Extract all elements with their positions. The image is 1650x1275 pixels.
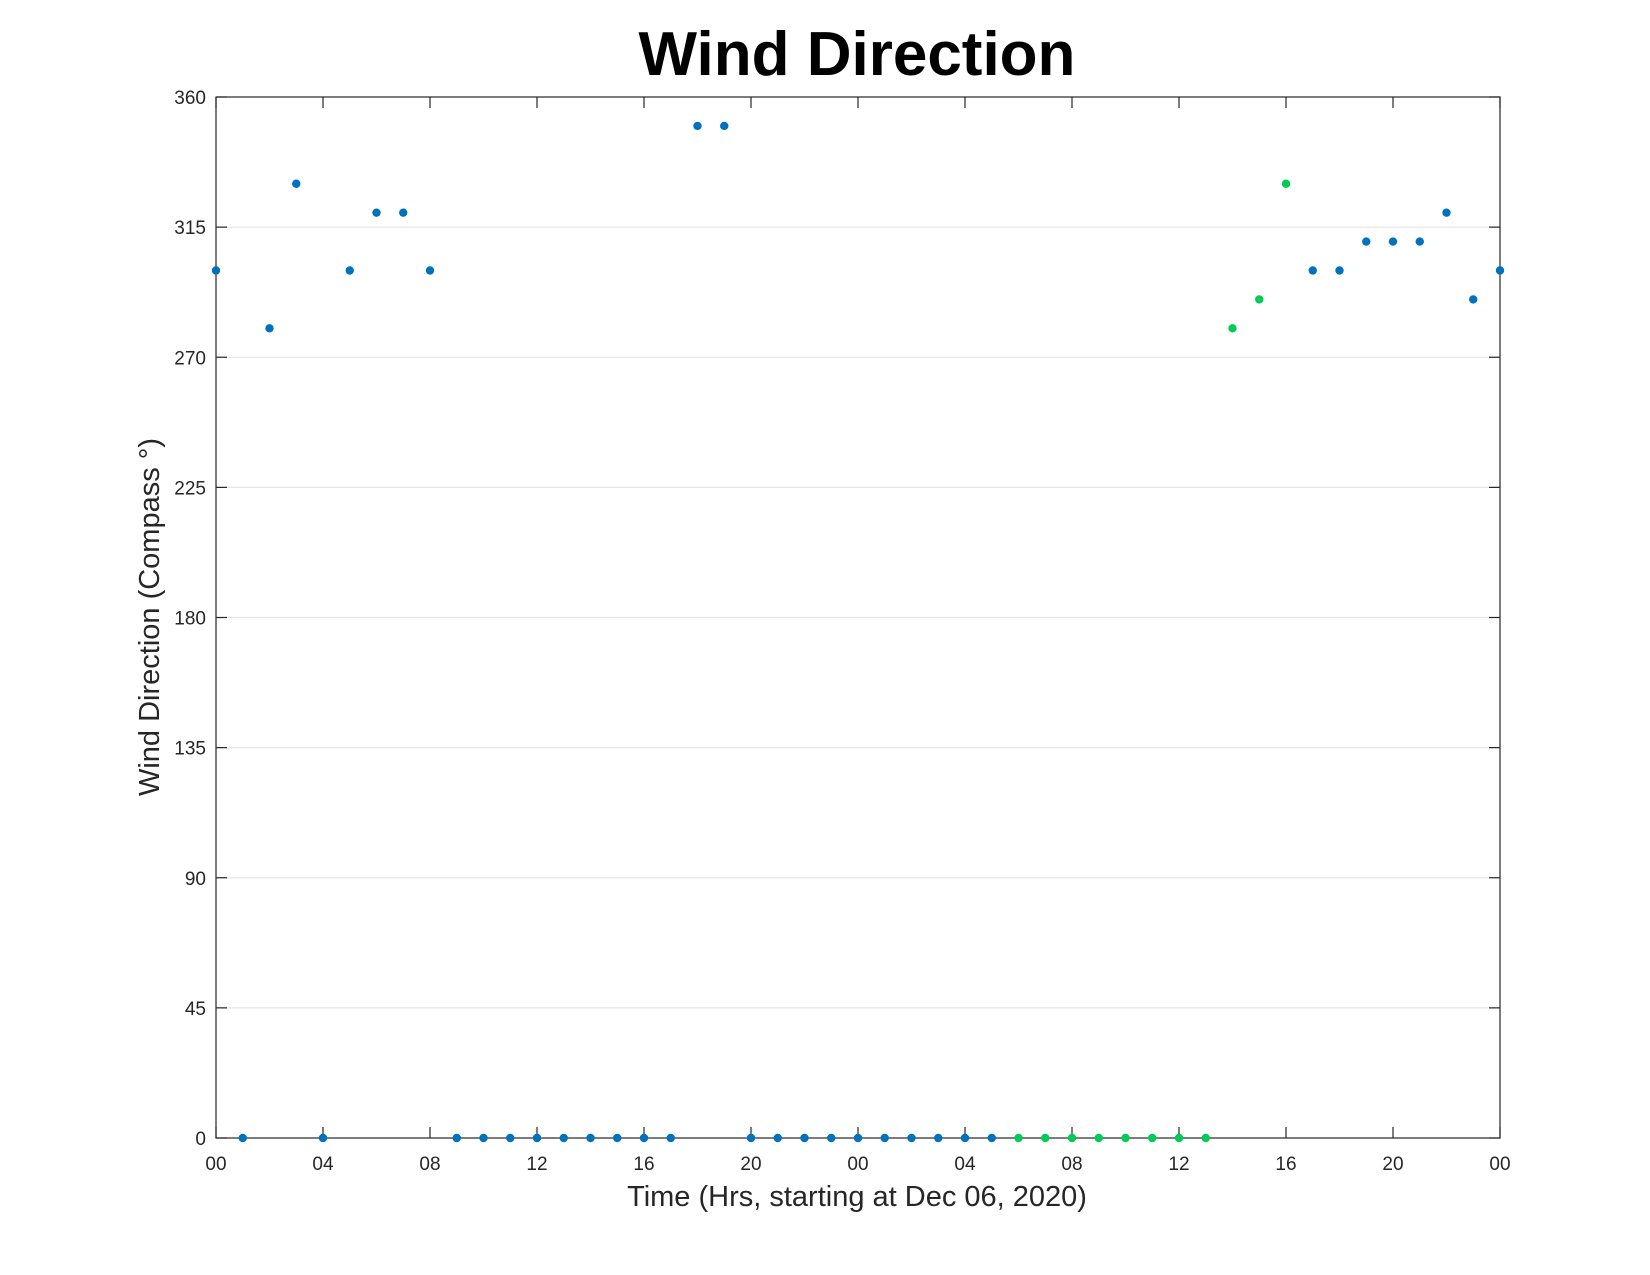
x-tick-label: 08	[419, 1154, 440, 1175]
data-point	[934, 1133, 943, 1143]
y-tick-label: 135	[174, 739, 206, 760]
data-point	[1121, 1133, 1130, 1143]
data-point	[506, 1133, 515, 1143]
y-tick-label: 270	[174, 348, 206, 369]
data-point	[532, 1133, 542, 1143]
y-tick-label: 0	[195, 1129, 206, 1150]
y-axis-label: Wind Direction (Compass °)	[134, 438, 166, 796]
data-point	[211, 266, 221, 275]
data-point	[827, 1133, 836, 1143]
data-point	[1388, 237, 1398, 246]
x-tick-label: 12	[1168, 1154, 1189, 1175]
data-point	[907, 1133, 916, 1143]
data-point	[1094, 1133, 1103, 1143]
data-point	[318, 1133, 328, 1143]
gridlines	[216, 226, 1500, 1009]
data-point	[1469, 295, 1478, 304]
data-point	[987, 1133, 996, 1143]
x-tick-label: 00	[1489, 1154, 1510, 1175]
x-tick-labels: 00 04 08 12 16 20 00 04 08 12 16 20 00	[205, 1154, 1510, 1175]
x-tick-label: 00	[205, 1154, 226, 1175]
axis-ticks	[215, 96, 1501, 1139]
data-point	[372, 208, 381, 217]
x-tick-label: 04	[954, 1154, 976, 1175]
data-point	[479, 1133, 488, 1143]
data-point	[1174, 1133, 1184, 1143]
data-point	[1014, 1133, 1023, 1143]
data-point	[345, 266, 354, 275]
data-point	[693, 121, 702, 131]
x-tick-label: 00	[847, 1154, 868, 1175]
x-axis-label: Time (Hrs, starting at Dec 06, 2020)	[627, 1181, 1087, 1213]
y-tick-label: 45	[185, 999, 206, 1020]
x-tick-label: 12	[526, 1154, 547, 1175]
x-tick-label: 20	[740, 1154, 761, 1175]
x-tick-label: 16	[1275, 1154, 1296, 1175]
data-point	[1281, 179, 1291, 188]
data-point	[613, 1133, 622, 1143]
data-points	[211, 121, 1505, 1143]
x-tick-label: 16	[633, 1154, 654, 1175]
data-point	[1308, 266, 1317, 275]
x-tick-label: 20	[1382, 1154, 1403, 1175]
data-point	[1041, 1133, 1050, 1143]
x-tick-label: 04	[312, 1154, 334, 1175]
data-point	[1255, 295, 1264, 304]
data-point	[666, 1133, 675, 1143]
data-point	[639, 1133, 649, 1143]
y-tick-labels: 0 45 90 135 180 225 270 315 360	[174, 88, 206, 1150]
data-point	[292, 179, 301, 188]
data-point	[399, 208, 408, 217]
data-point	[586, 1133, 595, 1143]
data-point	[746, 1133, 756, 1143]
data-point	[720, 121, 729, 131]
y-tick-label: 315	[174, 218, 206, 239]
data-point	[773, 1133, 782, 1143]
data-point	[452, 1133, 461, 1143]
data-point	[1201, 1133, 1210, 1143]
y-tick-label: 90	[185, 869, 206, 890]
data-point	[880, 1133, 889, 1143]
data-point	[265, 324, 274, 333]
data-point	[1148, 1133, 1157, 1143]
data-point	[1335, 266, 1344, 275]
x-tick-label: 08	[1061, 1154, 1082, 1175]
data-point	[1228, 324, 1237, 333]
data-point	[1495, 266, 1505, 275]
data-point	[238, 1133, 247, 1143]
data-point	[1442, 208, 1451, 217]
data-point	[559, 1133, 568, 1143]
data-point	[853, 1133, 863, 1143]
data-point	[1067, 1133, 1077, 1143]
y-tick-label: 225	[174, 478, 206, 499]
data-point	[960, 1133, 970, 1143]
data-point	[425, 266, 435, 275]
data-point	[800, 1133, 809, 1143]
data-point	[1415, 237, 1424, 246]
chart-title: Wind Direction	[639, 20, 1076, 89]
data-point	[1362, 237, 1371, 246]
y-tick-label: 360	[174, 88, 206, 109]
y-tick-label: 180	[174, 609, 206, 630]
